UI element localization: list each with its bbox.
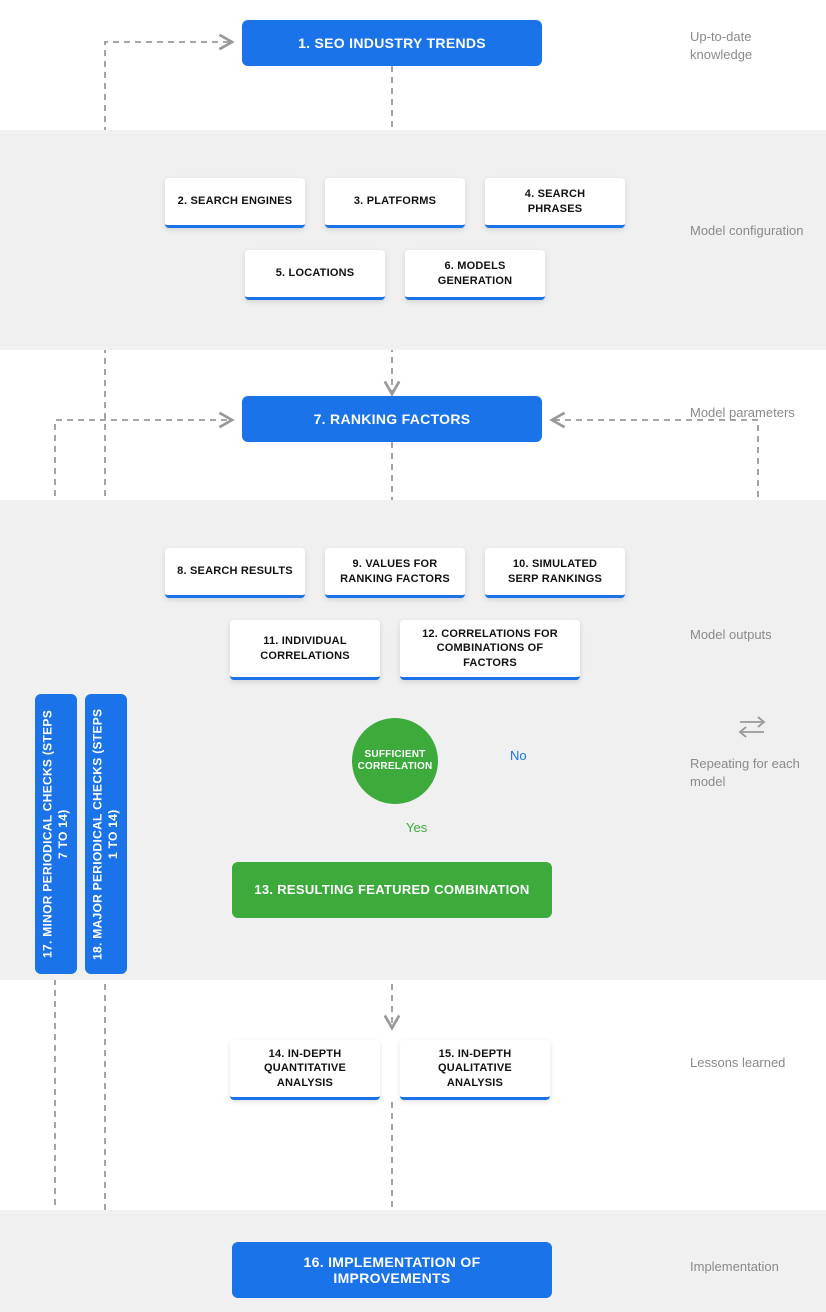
node-n16: 16. IMPLEMENTATION OF IMPROVEMENTS (232, 1242, 552, 1298)
node-decision: SUFFICIENT CORRELATION (352, 718, 438, 804)
node-n7: 7. RANKING FACTORS (242, 396, 542, 442)
node-n6: 6. MODELS GENERATION (405, 250, 545, 300)
node-n8: 8. SEARCH RESULTS (165, 548, 305, 598)
repeat-icon (734, 710, 772, 749)
decision-label-yes: Yes (406, 820, 427, 835)
node-n12: 12. CORRELATIONS FOR COMBINATIONS OF FAC… (400, 620, 580, 680)
node-n14: 14. IN-DEPTH QUANTITATIVE ANALYSIS (230, 1040, 380, 1100)
section-label-s7: Implementation (690, 1258, 810, 1276)
section-label-s4: Model outputs (690, 626, 810, 644)
node-n17: 17. MINOR PERIODICAL CHECKS (STEPS 7 TO … (35, 694, 77, 974)
decision-label-no: No (510, 748, 527, 763)
section-label-s3: Model parameters (690, 404, 810, 422)
node-n18: 18. MAJOR PERIODICAL CHECKS (STEPS 1 TO … (85, 694, 127, 974)
node-n10: 10. SIMULATED SERP RANKINGS (485, 548, 625, 598)
node-n1: 1. SEO INDUSTRY TRENDS (242, 20, 542, 66)
section-label-s6: Lessons learned (690, 1054, 810, 1072)
node-n4: 4. SEARCH PHRASES (485, 178, 625, 228)
node-n15: 15. IN-DEPTH QUALITATIVE ANALYSIS (400, 1040, 550, 1100)
node-n13: 13. RESULTING FEATURED COMBINATION (232, 862, 552, 918)
section-label-s1: Up-to-date knowledge (690, 28, 810, 64)
node-n9: 9. VALUES FOR RANKING FACTORS (325, 548, 465, 598)
node-n2: 2. SEARCH ENGINES (165, 178, 305, 228)
section-label-s2: Model configuration (690, 222, 810, 240)
section-label-s5: Repeating for each model (690, 755, 810, 791)
node-n3: 3. PLATFORMS (325, 178, 465, 228)
node-n11: 11. INDIVIDUAL CORRELATIONS (230, 620, 380, 680)
node-n5: 5. LOCATIONS (245, 250, 385, 300)
